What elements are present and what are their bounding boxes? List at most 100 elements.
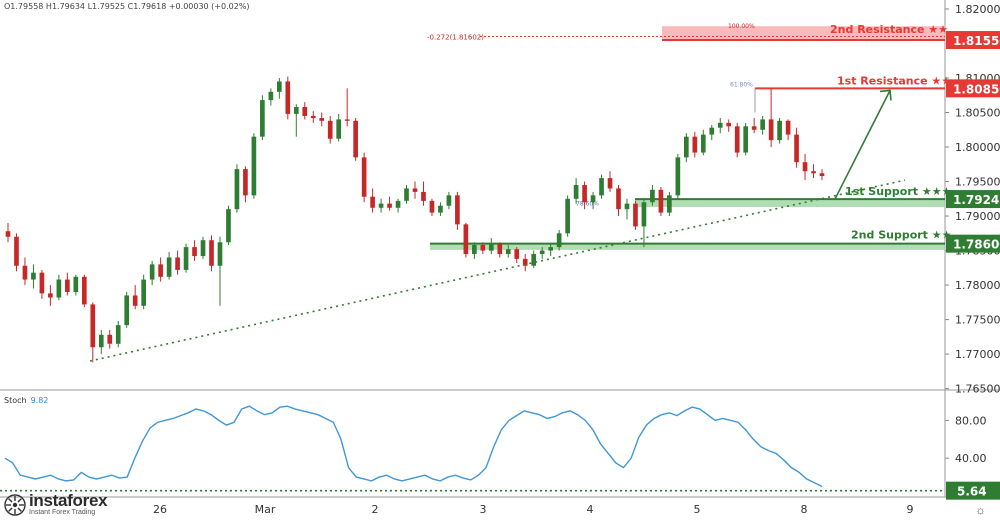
stoch-name: Stoch xyxy=(4,396,27,405)
level-price-badge xyxy=(946,190,1000,209)
candle-body xyxy=(565,198,570,234)
settings-gear-icon[interactable]: ☼ xyxy=(975,503,986,517)
candle-body xyxy=(31,272,36,280)
support-1-zone xyxy=(635,199,945,208)
candle-body xyxy=(115,325,121,344)
price-tick-label: 1.82000 xyxy=(955,3,1000,16)
ascending-trendline xyxy=(89,179,906,362)
resistance-2-name: 2nd Resistance ★★ xyxy=(830,23,948,36)
candle-body xyxy=(650,189,655,203)
candle-body xyxy=(404,188,409,201)
stoch-indicator-label: Stoch 9.82 xyxy=(4,396,48,405)
candle-body xyxy=(183,247,189,270)
time-tick-label: Mar xyxy=(255,503,276,516)
candle-body xyxy=(243,169,248,196)
candle-body xyxy=(455,195,460,225)
candle-body xyxy=(251,136,257,196)
candle-body xyxy=(73,276,79,292)
candle-body xyxy=(700,134,706,153)
price-tick-label: 1.80500 xyxy=(955,107,1000,120)
candle-body xyxy=(310,115,316,119)
fib-100-label: 100.00% xyxy=(728,23,755,30)
time-tick-label: 8 xyxy=(801,503,808,516)
stoch-level-badge-label: 5.64 xyxy=(957,485,987,499)
candle-body xyxy=(607,178,613,189)
candle-body xyxy=(412,188,418,192)
projection-arrow xyxy=(834,90,891,200)
time-tick-label: 9 xyxy=(907,503,914,516)
level-price-badge xyxy=(946,234,1000,253)
candle-body xyxy=(14,236,19,266)
candle-body xyxy=(463,224,469,255)
candle-body xyxy=(582,184,587,203)
candle-body xyxy=(709,127,715,135)
candle-body xyxy=(505,249,511,255)
candle-body xyxy=(717,122,723,128)
resistance-1-name: 1st Resistance ★★ xyxy=(837,74,951,87)
candle-body xyxy=(48,293,53,298)
candle-body xyxy=(497,243,503,255)
candle-body xyxy=(192,247,197,257)
candle-body xyxy=(751,126,757,130)
price-tick-label: 1.77000 xyxy=(955,348,1000,361)
candle-body xyxy=(353,120,358,158)
stoch-line xyxy=(4,405,823,488)
brand-name: instaforex xyxy=(29,491,108,510)
candle-body xyxy=(166,257,172,277)
candle-body xyxy=(539,250,545,255)
level-price-badge xyxy=(946,31,1000,50)
time-tick-label: 4 xyxy=(587,503,594,516)
stoch-tick-label: 80.00 xyxy=(955,414,987,427)
price-tick-label: 1.79000 xyxy=(955,210,1000,223)
stochastic-pane: 80.00 40.00 5.64 xyxy=(0,405,1000,500)
level-price-badge-label: 1.79246 xyxy=(953,193,1000,207)
candle-body xyxy=(200,240,206,257)
candle-body xyxy=(616,188,621,210)
candle-body xyxy=(285,81,291,114)
candle-body xyxy=(684,136,689,158)
candle-body xyxy=(395,200,401,208)
candle-body xyxy=(175,257,180,270)
candle-body xyxy=(56,279,62,298)
fib-786-label: 78.60% xyxy=(576,201,599,208)
candle-body xyxy=(361,157,367,197)
candle-body xyxy=(39,272,45,294)
candle-body xyxy=(768,119,774,141)
level-price-badge-label: 1.81550 xyxy=(953,34,1000,48)
fib-extension-label: -0.272(1.81602) xyxy=(427,33,484,41)
candle-body xyxy=(336,119,342,139)
candle-body xyxy=(22,265,28,280)
candle-body xyxy=(277,81,282,92)
candle-body xyxy=(760,119,765,130)
candle-body xyxy=(234,169,240,210)
time-tick-label: 2 xyxy=(372,503,379,516)
time-tick-label: 5 xyxy=(694,503,701,516)
candle-body xyxy=(81,276,87,305)
candle-body xyxy=(429,200,435,213)
candlestick-series xyxy=(5,76,825,363)
candle-body xyxy=(692,136,698,153)
time-axis: 26 Mar 2 3 4 5 8 9 xyxy=(153,503,914,516)
candle-body xyxy=(446,195,452,206)
candle-body xyxy=(217,242,223,266)
candle-body xyxy=(107,334,113,344)
candle-body xyxy=(658,189,664,213)
chart-annotations xyxy=(89,89,906,362)
price-tick-label: 1.79500 xyxy=(955,176,1000,189)
level-price-badge-label: 1.80850 xyxy=(953,82,1000,96)
candle-body xyxy=(226,209,231,243)
brand-logo: instaforex Instant Forex Trading xyxy=(4,491,108,517)
stoch-level-badge xyxy=(946,481,1000,500)
candle-body xyxy=(5,231,11,237)
candle-body xyxy=(149,264,155,280)
candle-body xyxy=(573,184,579,199)
support-2-zone xyxy=(430,243,945,250)
projection-arrow-head xyxy=(879,89,892,101)
fib-618-label: 61.80% xyxy=(730,81,753,88)
instaforex-logo-icon xyxy=(4,493,26,516)
candle-body xyxy=(548,247,553,251)
candle-body xyxy=(480,245,486,251)
candle-body xyxy=(387,203,392,208)
candle-body xyxy=(327,120,333,139)
